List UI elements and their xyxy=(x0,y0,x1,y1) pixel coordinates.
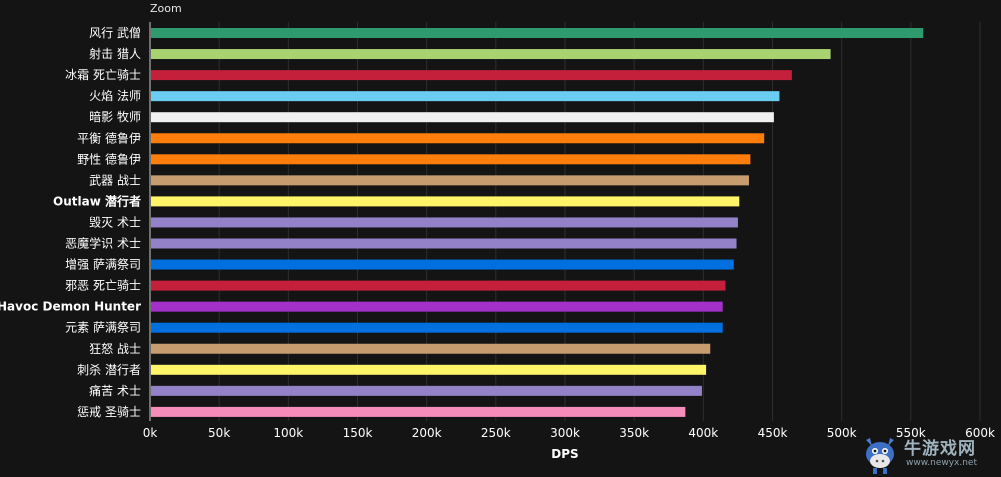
category-label: 增强 萨满祭司 xyxy=(65,258,141,272)
x-axis-title: DPS xyxy=(551,447,578,461)
dps-bar[interactable] xyxy=(151,175,749,186)
dps-bar[interactable] xyxy=(151,70,792,81)
dps-bar[interactable] xyxy=(151,196,740,207)
x-tick-labels: 0k 50k 100k 150k 200k 250k 300k 350k 400k 450k 500… xyxy=(143,426,995,440)
category-label: 暗影 牧师 xyxy=(89,109,141,124)
dps-bar[interactable] xyxy=(151,280,726,291)
dps-bar[interactable] xyxy=(151,49,831,60)
dps-bar[interactable] xyxy=(151,91,780,102)
category-label: 恶魔学识 术士 xyxy=(65,236,141,251)
x-tick-label: 550k xyxy=(896,426,926,440)
category-label: 火焰 法师 xyxy=(89,88,141,103)
category-label: 痛苦 术士 xyxy=(89,383,141,398)
x-tick-label: 450k xyxy=(758,426,788,440)
bars xyxy=(151,28,924,417)
dps-bar[interactable] xyxy=(151,133,765,144)
dps-bar[interactable] xyxy=(151,28,924,38)
category-label: 野性 德鲁伊 xyxy=(77,151,141,166)
watermark-url: www.newyx.net xyxy=(906,458,978,468)
x-tick-label: 600k xyxy=(965,426,995,440)
category-label: 元素 萨满祭司 xyxy=(65,321,141,335)
category-label: 毁灭 术士 xyxy=(89,214,141,229)
category-label: 冰霜 死亡骑士 xyxy=(65,68,141,82)
dps-bar[interactable] xyxy=(151,406,686,417)
category-label: 平衡 德鲁伊 xyxy=(77,130,141,145)
dps-bar[interactable] xyxy=(151,112,774,123)
category-label: 邪恶 死亡骑士 xyxy=(65,279,141,293)
dps-bar[interactable] xyxy=(151,259,734,270)
dps-bar[interactable] xyxy=(151,322,723,333)
dps-bar[interactable] xyxy=(151,154,751,165)
zoom-label[interactable]: Zoom xyxy=(150,2,182,15)
category-label: 惩戒 圣骑士 xyxy=(77,405,141,419)
x-tick-label: 350k xyxy=(619,426,649,440)
category-label: Havoc Demon Hunter xyxy=(0,300,141,314)
category-label: 武器 战士 xyxy=(89,173,141,187)
category-label: 射击 猎人 xyxy=(89,46,141,61)
watermark-logo: 牛游戏网 www.newyx.net xyxy=(858,430,1001,477)
watermark-name: 牛游戏网 xyxy=(904,439,976,459)
x-tick-label: 50k xyxy=(208,426,230,440)
category-label: 刺杀 潜行者 xyxy=(77,362,141,377)
x-tick-label: 250k xyxy=(481,426,511,440)
category-label: 狂怒 战士 xyxy=(89,341,141,356)
x-tick-label: 400k xyxy=(688,426,718,440)
x-tick-label: 150k xyxy=(343,426,373,440)
x-tick-label: 200k xyxy=(412,426,442,440)
x-tick-label: 500k xyxy=(827,426,857,440)
x-tick-label: 0k xyxy=(143,426,158,440)
dps-bar[interactable] xyxy=(151,238,737,249)
category-label: 风行 武僧 xyxy=(89,26,141,40)
dps-bar[interactable] xyxy=(151,217,738,228)
bull-mascot-icon xyxy=(866,438,894,474)
dps-bar[interactable] xyxy=(151,385,702,396)
dps-bar[interactable] xyxy=(151,343,711,354)
dps-bar[interactable] xyxy=(151,364,707,375)
x-tick-label: 100k xyxy=(273,426,303,440)
dps-bar[interactable] xyxy=(151,301,723,312)
x-tick-label: 300k xyxy=(550,426,580,440)
category-label: Outlaw 潜行者 xyxy=(53,193,141,208)
